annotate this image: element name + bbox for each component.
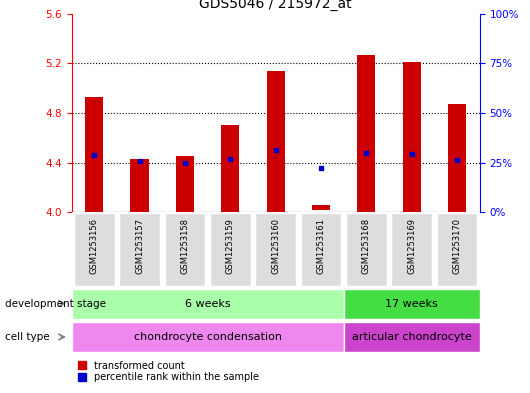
Text: GSM1253169: GSM1253169 [407, 218, 416, 274]
Text: articular chondrocyte: articular chondrocyte [352, 332, 472, 342]
Bar [403, 62, 421, 212]
Text: GSM1253159: GSM1253159 [226, 218, 235, 274]
FancyBboxPatch shape [164, 213, 205, 286]
FancyBboxPatch shape [301, 213, 341, 286]
FancyBboxPatch shape [72, 322, 343, 352]
Bar [221, 125, 240, 212]
Text: GSM1253161: GSM1253161 [316, 218, 325, 274]
FancyBboxPatch shape [210, 213, 251, 286]
FancyBboxPatch shape [437, 213, 478, 286]
Text: GSM1253160: GSM1253160 [271, 218, 280, 274]
Legend: transformed count, percentile rank within the sample: transformed count, percentile rank withi… [76, 358, 261, 384]
Text: GSM1253168: GSM1253168 [362, 218, 371, 274]
Title: GDS5046 / 215972_at: GDS5046 / 215972_at [199, 0, 352, 11]
Bar [357, 55, 375, 212]
FancyBboxPatch shape [343, 322, 480, 352]
Text: cell type: cell type [5, 332, 50, 342]
Text: GSM1253170: GSM1253170 [453, 218, 462, 274]
Bar [312, 205, 330, 210]
Text: GSM1253158: GSM1253158 [180, 218, 189, 274]
FancyBboxPatch shape [346, 213, 387, 286]
Bar [130, 159, 148, 212]
Text: chondrocyte condensation: chondrocyte condensation [134, 332, 281, 342]
Bar [85, 97, 103, 212]
Text: GSM1253156: GSM1253156 [90, 218, 99, 274]
Bar [176, 156, 194, 212]
FancyBboxPatch shape [74, 213, 114, 286]
FancyBboxPatch shape [72, 288, 343, 319]
FancyBboxPatch shape [255, 213, 296, 286]
Text: development stage: development stage [5, 299, 107, 309]
Bar [267, 71, 285, 212]
FancyBboxPatch shape [391, 213, 432, 286]
Text: 6 weeks: 6 weeks [185, 299, 231, 309]
FancyBboxPatch shape [119, 213, 160, 286]
Bar [448, 104, 466, 212]
Text: GSM1253157: GSM1253157 [135, 218, 144, 274]
Text: 17 weeks: 17 weeks [385, 299, 438, 309]
FancyBboxPatch shape [343, 288, 480, 319]
